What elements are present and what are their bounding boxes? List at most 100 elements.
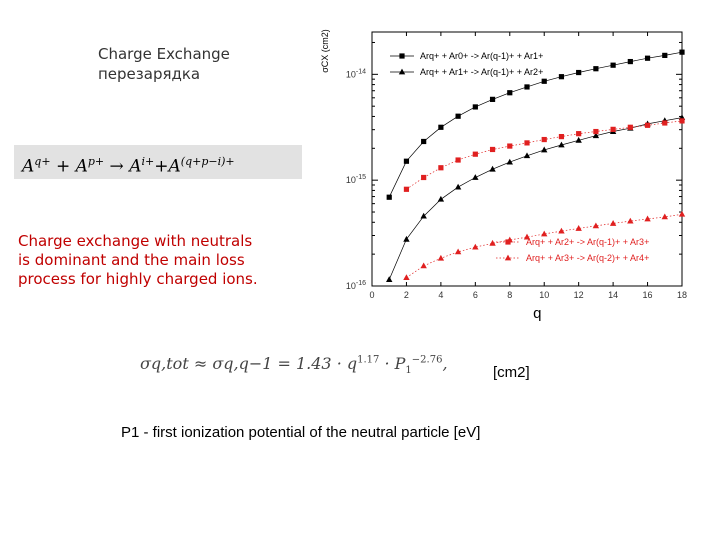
series-3-point — [420, 262, 427, 269]
series-0-point — [627, 58, 633, 65]
series-2-point — [558, 134, 565, 140]
note-line-1: Charge exchange with neutrals — [18, 232, 253, 250]
series-0-point — [576, 69, 582, 76]
x-tick-label: 10 — [539, 290, 549, 300]
series-0-point — [644, 55, 651, 61]
series-3-point — [575, 225, 582, 231]
series-3-point — [592, 222, 600, 229]
series-0-point — [610, 62, 616, 68]
dominance-note: Charge exchange with neutrals is dominan… — [18, 232, 318, 289]
series-3-point — [661, 213, 668, 220]
reaction-arrow: → — [104, 156, 130, 177]
series-0-point — [507, 90, 513, 96]
formula-units: [cm2] — [493, 364, 530, 381]
series-2-point — [593, 128, 599, 135]
series-3-point — [454, 248, 462, 255]
series-1-point — [558, 141, 565, 148]
series-0-point — [403, 158, 410, 164]
reaction-plus2: + — [154, 156, 169, 177]
series-2-point — [507, 143, 513, 149]
legend-bottom-marker — [504, 254, 512, 261]
legend-top-marker — [398, 68, 406, 75]
series-2-point — [576, 131, 582, 137]
formula-mid: · P — [379, 354, 406, 373]
cross-section-formula: σq,tot ≈ σq,q−1 = 1.43 · q1.17 · P1−2.76… — [140, 354, 448, 376]
series-1-point — [592, 132, 600, 139]
legend-bottom-marker — [505, 239, 511, 245]
series-0-point — [593, 66, 599, 72]
series-1-point — [420, 212, 427, 219]
series-3-point — [541, 230, 548, 237]
reaction-p: p+ — [87, 155, 105, 168]
legend-top-marker — [399, 53, 405, 59]
series-0-point — [386, 194, 392, 200]
series-3-point — [558, 227, 565, 234]
p1-definition: P1 - first ionization potential of the n… — [121, 424, 481, 441]
series-2-point — [610, 126, 616, 132]
reaction-plus1: + — [50, 156, 76, 177]
series-2-point — [627, 124, 633, 130]
series-1-point — [541, 146, 548, 153]
series-0-point — [438, 124, 444, 130]
reaction-a3: A — [129, 156, 142, 177]
series-3-point — [609, 220, 617, 226]
series-0-point — [558, 74, 565, 80]
legend-top-label: Arq+ + Ar1+ -> Ar(q-1)+ + Ar2+ — [420, 67, 543, 77]
series-3-point — [523, 233, 531, 240]
series-0-point — [541, 78, 547, 84]
x-tick-label: 2 — [404, 290, 409, 300]
series-0-point — [489, 96, 496, 102]
series-1-point — [386, 276, 393, 282]
x-axis-label: q — [533, 305, 541, 322]
series-1-point — [575, 136, 582, 143]
series-1-point — [489, 165, 496, 172]
x-tick-label: 14 — [608, 290, 618, 300]
series-1-line — [388, 117, 683, 280]
y-axis-label: σCX (cm2) — [320, 29, 330, 73]
reaction-a2: A — [75, 156, 88, 177]
x-tick-label: 18 — [677, 290, 687, 300]
x-tick-label: 12 — [574, 290, 584, 300]
x-tick-label: 4 — [438, 290, 443, 300]
title-russian: перезарядка — [98, 65, 201, 83]
series-0-point — [421, 138, 427, 145]
y-tick-label: 10-16 — [346, 280, 366, 291]
cross-section-chart: 0 2 4 6 8 10 12 14 16 18 10-14 10-15 10-16 q σCX (cm2)… — [320, 29, 687, 322]
reaction-i: i+ — [141, 155, 155, 168]
series-1-point — [437, 195, 445, 202]
series-0-point — [455, 113, 461, 119]
x-tick-label: 16 — [643, 290, 653, 300]
series-0-point — [472, 104, 478, 110]
plot-frame — [371, 31, 683, 287]
series-2-point — [438, 165, 444, 171]
y-tick-label: 10-15 — [346, 174, 366, 185]
x-tick-label: 8 — [507, 290, 512, 300]
series-2-point — [489, 146, 496, 153]
series-3-point — [678, 210, 686, 217]
series-0-point — [524, 84, 530, 90]
reaction-a4: A — [168, 156, 181, 177]
x-tick-label: 0 — [369, 290, 374, 300]
series-2-point — [644, 122, 651, 128]
series-2-point — [662, 120, 668, 126]
series-1-point — [454, 183, 462, 190]
series-1-point — [403, 235, 410, 242]
series-2-point — [403, 186, 410, 192]
series-3-point — [403, 274, 410, 281]
title-english: Charge Exchange — [98, 45, 230, 63]
formula-lhs: σq,tot ≈ σq,q−1 = 1.43 · q — [140, 354, 358, 373]
formula-p-exponent: −2.76 — [411, 354, 443, 366]
formula-p-subscript: 1 — [405, 365, 412, 377]
note-line-2: is dominant and the main loss — [18, 251, 245, 269]
legend-bottom-label: Arq+ + Ar3+ -> Ar(q-2)+ + Ar4+ — [526, 253, 649, 263]
series-3-point — [489, 239, 496, 246]
series-2-point — [524, 140, 530, 146]
series-3-point — [472, 243, 479, 250]
series-2-point — [421, 174, 427, 181]
series-3-point — [644, 215, 651, 222]
slide-title: Charge Exchange перезарядка — [98, 44, 230, 84]
series-2-point — [541, 136, 547, 143]
formula-q-exponent: 1.17 — [357, 354, 380, 366]
reaction-equation: Aq+ + Ap+ → Ai++A(q+p−i)+ — [14, 145, 302, 179]
series-0-point — [679, 49, 685, 55]
